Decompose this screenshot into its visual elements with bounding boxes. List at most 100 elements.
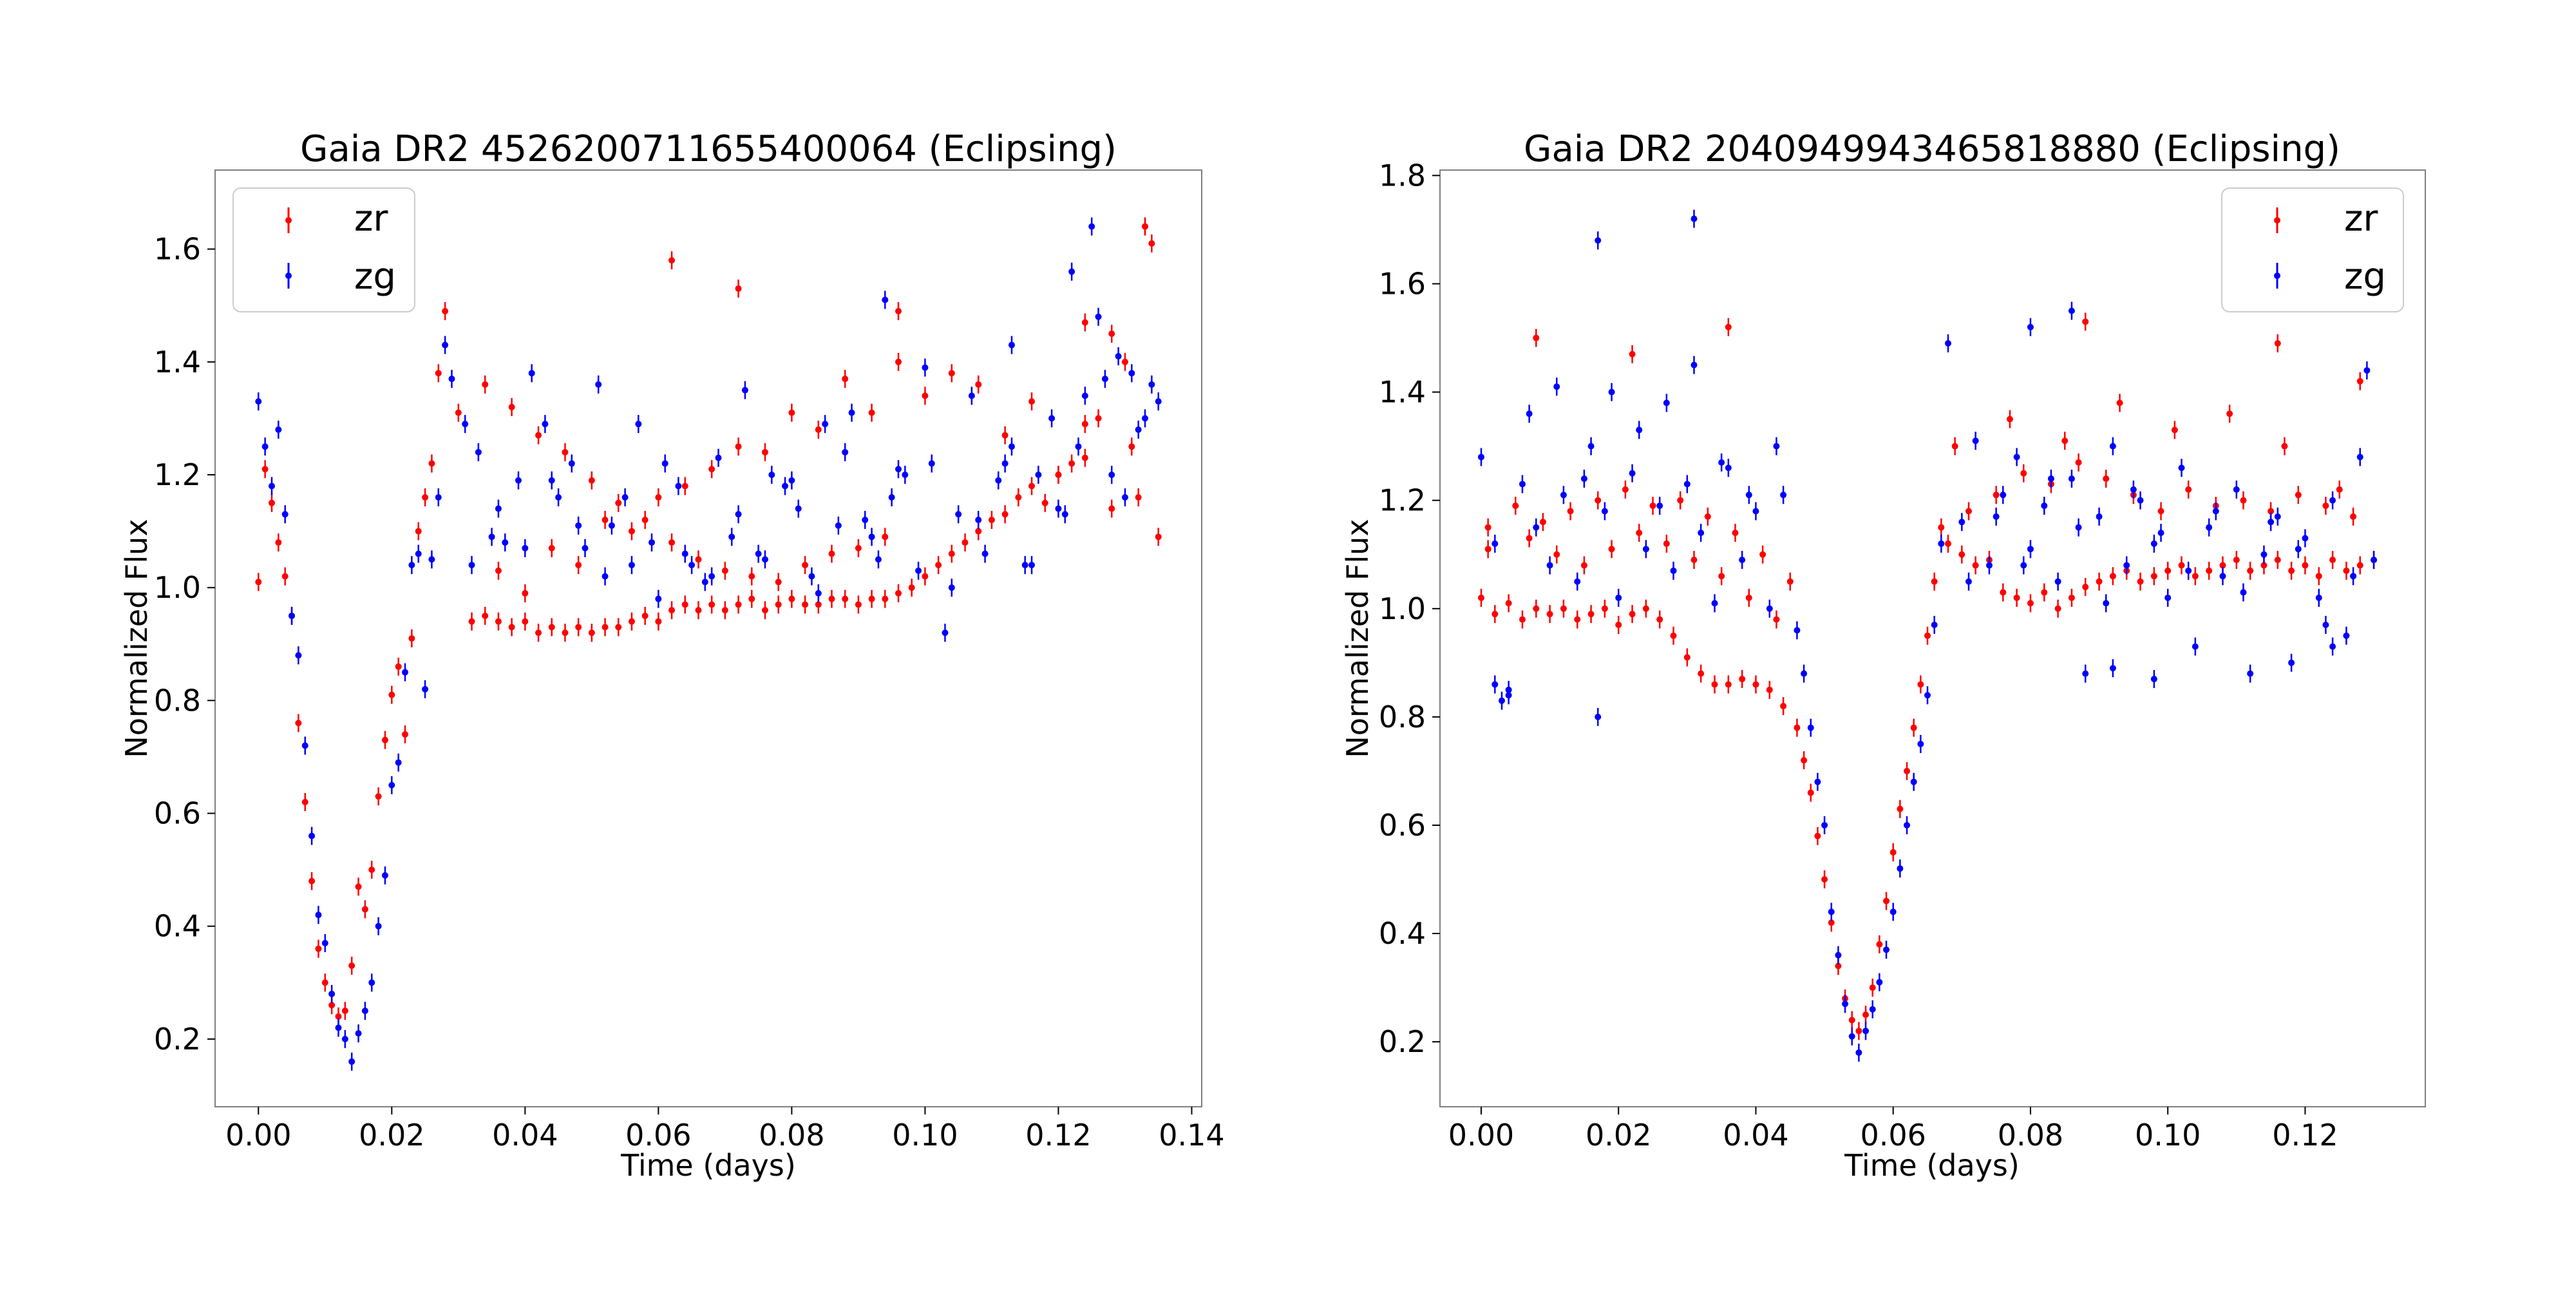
data-point-zr (1739, 670, 1746, 689)
data-point-zg (2233, 480, 2240, 499)
data-point-zg (2295, 540, 2302, 559)
data-point-zr (1718, 567, 1725, 586)
data-point-zr (1001, 426, 1009, 445)
data-point-zg (955, 505, 962, 524)
data-point-zg (1766, 599, 1773, 618)
data-point-zg (1048, 409, 1056, 428)
data-point-zr (802, 556, 809, 575)
data-point-zg (555, 488, 562, 507)
data-point-zg (768, 465, 775, 484)
data-point-zg (355, 1024, 362, 1043)
data-point-zr (948, 544, 955, 563)
data-point-zg (1492, 675, 1499, 694)
data-point-zg (2315, 588, 2322, 607)
data-point-zr (695, 601, 702, 620)
data-point-zg (1519, 475, 1526, 493)
data-point-zr (2240, 491, 2247, 510)
data-point-zr (422, 488, 429, 507)
data-point-zr (1081, 448, 1088, 467)
y-tick-label: 0.4 (1379, 916, 1426, 951)
data-point-zg (915, 561, 922, 580)
data-point-zg (1711, 594, 1718, 613)
data-point-zg (1642, 540, 1649, 559)
left-x-ticks: 0.00 0.02 0.04 0.06 0.08 0.10 0.12 0.14 (225, 1107, 1225, 1152)
data-point-zg (735, 505, 742, 524)
x-tick-label: 0.04 (1723, 1118, 1788, 1152)
data-point-zg (468, 556, 475, 575)
data-point-zr (1041, 493, 1048, 512)
data-point-zr (1814, 827, 1821, 845)
data-point-zr (1725, 675, 1732, 694)
data-point-zg (1595, 707, 1602, 726)
data-point-zg (2322, 615, 2329, 634)
data-point-zr (535, 426, 542, 445)
data-point-zg (488, 528, 495, 546)
data-point-zr (1155, 528, 1162, 546)
data-point-zg (1636, 421, 1643, 439)
data-point-zr (495, 561, 502, 580)
right-plot-frame (1439, 169, 2426, 1107)
data-point-zr (1780, 697, 1787, 716)
x-tick-label: 0.10 (2135, 1118, 2201, 1152)
data-point-zr (1546, 605, 1553, 624)
data-point-zr (1766, 680, 1773, 699)
data-point-zr (548, 539, 555, 557)
right-chart-title: Gaia DR2 2040949943465818880 (Eclipsing) (1524, 128, 2340, 170)
data-point-zr (428, 454, 435, 473)
data-point-zr (735, 437, 742, 456)
y-tick-label: 0.6 (1379, 808, 1426, 843)
data-point-zg (1081, 387, 1088, 405)
data-point-zr (1587, 605, 1595, 624)
data-point-zr (588, 624, 595, 642)
data-point-zr (455, 403, 462, 422)
data-point-zg (1670, 561, 1677, 580)
data-point-zr (1477, 588, 1484, 607)
data-point-zg (2068, 301, 2075, 320)
data-point-zg (2150, 670, 2157, 689)
data-point-zr (1745, 588, 1752, 607)
data-point-zg (1883, 941, 1890, 959)
data-point-zr (775, 573, 782, 591)
data-point-zr (2020, 464, 2027, 483)
data-point-zg (1088, 217, 1095, 236)
data-point-zg (1075, 437, 1082, 456)
data-point-zr (395, 657, 402, 676)
data-point-zr (508, 397, 515, 416)
data-point-zr (562, 443, 569, 461)
data-point-zr (961, 533, 969, 552)
left-legend-zg-label: zg (354, 256, 396, 298)
data-point-zg (922, 358, 929, 377)
data-point-zr (1897, 799, 1904, 818)
right-legend-zg-marker (2274, 263, 2280, 289)
data-point-zr (895, 301, 902, 320)
data-point-zr (368, 861, 375, 879)
y-tick-label: 1.4 (1379, 375, 1426, 410)
data-point-zr (522, 612, 529, 631)
y-tick-label: 1.4 (154, 345, 201, 379)
data-point-zg (728, 528, 735, 546)
data-point-zg (255, 392, 262, 411)
data-point-zg (1121, 488, 1128, 507)
data-point-zr (1068, 454, 1075, 473)
data-point-zg (542, 415, 549, 434)
right-data-points (1477, 209, 2378, 1062)
data-point-zr (361, 900, 368, 919)
left-plot-frame (214, 169, 1202, 1107)
left-x-axis-label: Time (days) (620, 1148, 796, 1183)
data-point-zg (548, 471, 555, 490)
data-point-zg (1629, 464, 1636, 483)
data-point-zr (1931, 572, 1938, 591)
data-point-zr (1972, 556, 1979, 575)
data-point-zg (875, 550, 882, 569)
data-point-zg (842, 443, 849, 461)
data-point-zg (1958, 513, 1965, 531)
data-point-zr (1704, 507, 1711, 526)
data-point-zr (1629, 345, 1636, 363)
data-point-zr (1677, 491, 1684, 510)
data-point-zg (888, 488, 895, 507)
data-point-zg (1904, 816, 1911, 834)
data-point-zr (1121, 352, 1128, 371)
data-point-zg (1862, 1022, 1870, 1040)
data-point-zg (1477, 448, 1484, 466)
data-point-zr (908, 579, 915, 597)
